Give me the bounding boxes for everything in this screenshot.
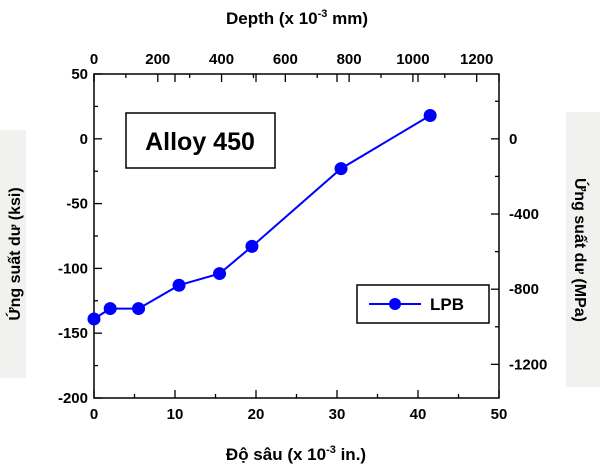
x2-tick-label: 200 — [145, 51, 170, 68]
y-tick-label: -150 — [58, 325, 88, 342]
x2-axis-title-exp: -3 — [318, 8, 328, 20]
x2-tick-label: 800 — [337, 51, 362, 68]
y-tick-label: -100 — [58, 260, 88, 277]
series-layer — [87, 108, 437, 326]
x-tick-label: 0 — [90, 406, 98, 423]
x-tick-label: 50 — [491, 406, 508, 423]
x2-tick-label: 400 — [209, 51, 234, 68]
x2-axis-title-main: Depth (x 10 — [226, 9, 318, 28]
x-tick-label: 40 — [410, 406, 427, 423]
data-point — [423, 108, 437, 122]
y-tick-label: 0 — [80, 131, 88, 148]
x2-tick-label: 1000 — [396, 51, 429, 68]
x-tick-label: 30 — [329, 406, 346, 423]
data-point — [132, 302, 146, 316]
x2-tick-label: 0 — [90, 51, 98, 68]
y-tick-label: -50 — [66, 196, 88, 213]
x2-axis-title-suffix: mm) — [327, 9, 368, 28]
x2-tick-label: 1200 — [460, 51, 493, 68]
x-axis-title-suffix: in.) — [336, 445, 366, 464]
right-title-band — [566, 112, 600, 387]
y2-tick-label: -1200 — [509, 356, 547, 373]
x-axis-title: Độ sâu (x 10-3 in.) — [226, 444, 366, 464]
x-tick-label: 10 — [167, 406, 184, 423]
data-point — [172, 278, 186, 292]
y2-axis-title: Ứng suất dư (MPa) — [571, 178, 590, 322]
axis-ticks — [93, 73, 500, 399]
y2-tick-label: -800 — [509, 281, 539, 298]
alloy-annotation: Alloy 450 — [145, 128, 255, 156]
x-axis-title-exp: -3 — [326, 444, 336, 456]
x-tick-label: 20 — [248, 406, 265, 423]
y-tick-label: 50 — [71, 66, 88, 83]
y2-tick-label: -400 — [509, 206, 539, 223]
data-point — [103, 302, 117, 316]
annotation-box — [125, 112, 276, 169]
data-point — [87, 312, 101, 326]
legend-marker-swatch — [389, 298, 401, 310]
x2-axis-title: Depth (x 10-3 mm) — [226, 8, 368, 28]
data-point — [334, 162, 348, 176]
legend-label: LPB — [430, 295, 464, 314]
data-point — [245, 239, 259, 253]
y2-tick-label: 0 — [509, 131, 517, 148]
y-tick-label: -200 — [58, 390, 88, 407]
x-axis-title-main: Độ sâu (x 10 — [226, 445, 326, 464]
left-title-band — [0, 130, 26, 378]
x2-tick-label: 600 — [273, 51, 298, 68]
data-point — [213, 267, 227, 281]
y-axis-title: Ứng suất dư (ksi) — [5, 187, 24, 320]
